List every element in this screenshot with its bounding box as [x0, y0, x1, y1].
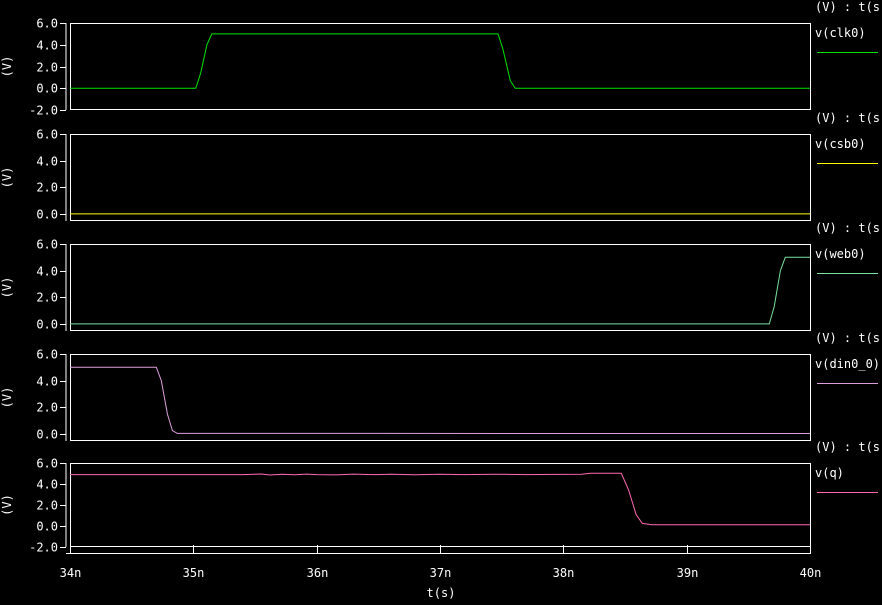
trace-vclk0: [70, 33, 810, 89]
y-axis-unit-label: (V): [0, 387, 14, 409]
y-tick-label: 4.0: [36, 478, 58, 492]
x-axis: 34n 35n 36n 37n 38n 39n 40n t(s): [60, 545, 822, 600]
plot-box-vweb0[interactable]: [70, 244, 811, 331]
y-tick-label: 2.0: [36, 61, 58, 75]
panel-vdin00: (V) 6.0 4.0 2.0 0.0 (V) : t(s) v(din0_0): [0, 331, 882, 442]
x-tick-label: 36n: [307, 566, 329, 580]
y-tick-label: 6.0: [36, 128, 58, 142]
y-tick-label: 2.0: [36, 291, 58, 305]
y-tick-label: 4.0: [36, 375, 58, 389]
y-tick-label: 4.0: [36, 155, 58, 169]
panel-vclk0: (V) 6.0 4.0 2.0 0.0 -2.0 (V) : t(s) v(clk0): [0, 0, 882, 118]
trace-vdin00: [70, 366, 811, 434]
y-tick-label: -2.0: [29, 104, 58, 118]
legend-domain-label: (V) : t(s): [815, 331, 882, 345]
legend-signal-name[interactable]: v(q): [815, 466, 844, 480]
trace-vweb0: [70, 256, 810, 325]
plot-box-vcsb0[interactable]: [70, 134, 811, 221]
x-tick-label: 35n: [183, 566, 205, 580]
x-tick-label: 37n: [430, 566, 452, 580]
x-axis-title: t(s): [427, 586, 456, 600]
y-tick-label: -2.0: [29, 541, 58, 555]
x-tick-label: 34n: [60, 566, 82, 580]
y-axis-unit-label: (V): [0, 167, 14, 189]
y-tick-label: 0.0: [36, 520, 58, 534]
panel-vweb0: (V) 6.0 4.0 2.0 0.0 (V) : t(s) v(web0): [0, 221, 882, 332]
plot-box-vclk0[interactable]: [70, 23, 811, 110]
y-axis-unit-label: (V): [0, 494, 14, 516]
y-tick-label: 4.0: [36, 265, 58, 279]
y-tick-label: 2.0: [36, 499, 58, 513]
y-tick-label: 0.0: [36, 208, 58, 222]
y-tick-label: 6.0: [36, 457, 58, 471]
legend-domain-label: (V) : t(s): [815, 111, 882, 125]
y-axis-unit-label: (V): [0, 56, 14, 78]
legend-signal-name[interactable]: v(clk0): [815, 26, 866, 40]
legend-signal-name[interactable]: v(web0): [815, 247, 866, 261]
y-tick-label: 2.0: [36, 181, 58, 195]
panel-vcsb0: (V) 6.0 4.0 2.0 0.0 (V) : t(s) v(csb0): [0, 111, 882, 222]
y-tick-label: 0.0: [36, 318, 58, 332]
x-tick-label: 38n: [553, 566, 575, 580]
y-axis-unit-label: (V): [0, 277, 14, 299]
legend-domain-label: (V) : t(s): [815, 440, 882, 454]
legend-domain-label: (V) : t(s): [815, 221, 882, 235]
x-tick-label: 39n: [677, 566, 699, 580]
y-tick-label: 6.0: [36, 238, 58, 252]
y-tick-label: 4.0: [36, 39, 58, 53]
plot-box-vdin00[interactable]: [70, 354, 811, 441]
x-tick-label: 40n: [800, 566, 822, 580]
legend-signal-name[interactable]: v(csb0): [815, 137, 866, 151]
y-tick-label: 6.0: [36, 348, 58, 362]
y-tick-label: 2.0: [36, 401, 58, 415]
legend-signal-name[interactable]: v(din0_0): [815, 357, 880, 371]
panel-vq: (V) 6.0 4.0 2.0 0.0 -2.0 (V) : t(s) v(q): [0, 440, 882, 555]
plot-box-vq[interactable]: [70, 463, 811, 547]
y-tick-label: 0.0: [36, 428, 58, 442]
legend-domain-label: (V) : t(s): [815, 0, 882, 14]
y-tick-label: 0.0: [36, 82, 58, 96]
trace-vq: [70, 472, 810, 526]
y-tick-label: 6.0: [36, 17, 58, 31]
